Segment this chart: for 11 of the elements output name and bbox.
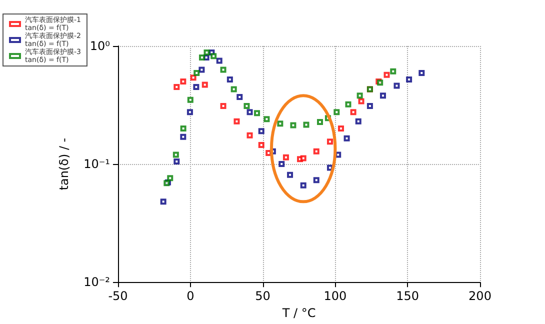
x-tick-label: 100 xyxy=(324,289,347,304)
x-tick-label: 50 xyxy=(255,289,270,304)
x-tick-label: -50 xyxy=(108,289,128,304)
x-tick-label: 150 xyxy=(396,289,420,304)
y-tick-label: 10⁰ xyxy=(90,39,110,53)
y-tick-label: 10⁻² xyxy=(84,275,110,290)
x-tick-label: 0 xyxy=(186,289,194,304)
x-tick-label: 200 xyxy=(468,289,492,304)
y-axis-title: tan(δ) / - xyxy=(57,138,71,190)
x-axis-title: T / °C xyxy=(281,306,316,320)
y-tick-label: 10⁻¹ xyxy=(84,157,110,172)
